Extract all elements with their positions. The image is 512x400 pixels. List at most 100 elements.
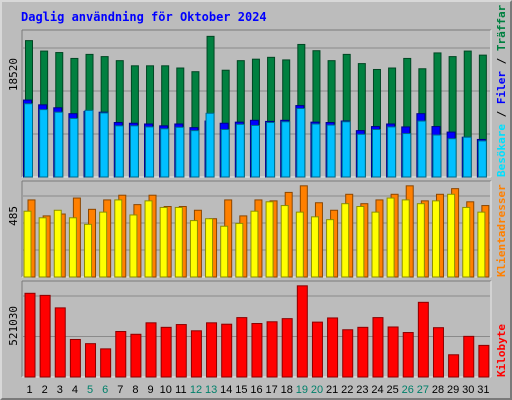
visitors2-bar-day-31 (477, 211, 486, 278)
visitors2-bar-day-13 (205, 218, 214, 278)
kilobyte-bar-day-2 (39, 294, 51, 378)
visitors-bar-day-14 (220, 129, 230, 178)
kilobyte-bar-day-1 (24, 292, 36, 378)
visitors2-bar-day-18 (280, 205, 289, 278)
kilobyte-bar-day-4 (69, 338, 81, 378)
visitors2-bar-day-1 (23, 210, 32, 278)
visitors-bar-day-17 (266, 122, 276, 178)
visitors-bar-day-25 (387, 126, 397, 178)
hits-y-tick: 18520 (7, 58, 20, 91)
visitors-bar-day-11 (175, 126, 185, 178)
kilobyte-bar-day-25 (387, 326, 399, 378)
visitors-bar-day-9 (145, 126, 155, 178)
visitors2-bar-day-19 (295, 211, 304, 278)
visitors-bar-day-29 (447, 138, 457, 178)
visitors2-bar-day-14 (220, 225, 229, 278)
chart-title: Daglig användning för Oktober 2024 (21, 10, 267, 24)
visitors-bar-day-28 (432, 134, 442, 178)
kilobyte-bar-day-18 (281, 318, 293, 378)
day-label-23: 23 (356, 384, 368, 396)
visitors2-bar-day-10 (159, 206, 168, 278)
kilobyte-bar-day-14 (221, 323, 233, 378)
day-label-9: 9 (148, 384, 154, 396)
day-label-20: 20 (311, 384, 323, 396)
legend-panel-2: Klientadresser (495, 184, 508, 277)
visitors-bar-day-30 (462, 136, 472, 178)
legend-panel-3: Kilobyte (495, 324, 508, 377)
visitors-bar-day-3 (54, 111, 64, 178)
visitors-bar-day-19 (296, 108, 306, 178)
kilobyte-bar-day-31 (478, 344, 490, 378)
visitors2-bar-day-30 (462, 206, 471, 278)
kilobyte-bar-day-6 (100, 348, 112, 378)
visitors2-bar-day-3 (53, 209, 62, 278)
day-label-5: 5 (87, 384, 93, 396)
kilobyte-bar-day-19 (296, 285, 308, 378)
day-label-21: 21 (326, 384, 338, 396)
day-label-7: 7 (117, 384, 123, 396)
day-label-12: 12 (190, 384, 202, 396)
visitors2-bar-day-15 (235, 222, 244, 278)
day-label-25: 25 (387, 384, 399, 396)
visitors-bar-day-10 (160, 128, 170, 178)
visitors2-bar-day-27 (416, 203, 425, 278)
addresses-y-tick: 485 (7, 206, 20, 226)
day-label-6: 6 (102, 384, 108, 396)
day-label-22: 22 (341, 384, 353, 396)
visitors-bar-day-16 (250, 124, 260, 178)
kilobyte-bar-day-26 (402, 332, 414, 378)
visitors2-bar-day-4 (68, 217, 77, 278)
kilobyte-panel (21, 280, 492, 378)
kilobyte-bar-day-3 (54, 307, 66, 378)
visitors2-bar-day-11 (174, 206, 183, 278)
visitors-bar-day-20 (311, 123, 321, 178)
day-label-29: 29 (447, 384, 459, 396)
visitors2-bar-day-2 (38, 217, 47, 278)
day-label-13: 13 (205, 384, 217, 396)
visitors2-bar-day-26 (401, 199, 410, 278)
legend-separator: / (495, 104, 508, 124)
visitors-bar-day-12 (190, 130, 200, 178)
day-label-8: 8 (132, 384, 138, 396)
kilobyte-bar-day-29 (448, 354, 460, 378)
day-label-1: 1 (27, 384, 33, 396)
visitors2-bar-day-6 (99, 211, 108, 278)
visitors2-bar-day-29 (447, 193, 456, 278)
visitors-bar-day-26 (402, 133, 412, 178)
visitors-bar-day-7 (114, 125, 124, 178)
day-label-31: 31 (477, 384, 489, 396)
visitors-bar-day-5 (84, 109, 94, 178)
kilobyte-bar-day-28 (432, 327, 444, 378)
day-label-27: 27 (417, 384, 429, 396)
kilobyte-bar-day-20 (311, 321, 323, 378)
kilobyte-y-tick: 521030 (7, 306, 20, 346)
visitors2-bar-day-7 (114, 199, 123, 278)
visitors-bar-day-1 (24, 103, 33, 178)
day-label-30: 30 (462, 384, 474, 396)
day-label-2: 2 (42, 384, 48, 396)
kilobyte-bar-day-5 (85, 343, 97, 378)
addresses-panel (21, 180, 492, 278)
visitors-bar-day-27 (417, 120, 427, 178)
visitors2-bar-day-8 (129, 214, 138, 278)
kilobyte-bar-day-30 (463, 335, 475, 378)
kilobyte-bar-day-8 (130, 333, 142, 378)
visitors2-bar-day-9 (144, 200, 153, 278)
legend-kilobyte: Kilobyte (495, 324, 508, 377)
day-label-18: 18 (281, 384, 293, 396)
kilobyte-bar-day-12 (190, 330, 202, 378)
visitors-bar-day-6 (99, 112, 109, 178)
day-label-26: 26 (402, 384, 414, 396)
kilobyte-bar-day-11 (175, 324, 187, 378)
visitors2-bar-day-21 (326, 219, 335, 278)
day-label-19: 19 (296, 384, 308, 396)
day-label-14: 14 (220, 384, 232, 396)
kilobyte-bar-day-21 (327, 317, 339, 378)
visitors-bar-day-22 (341, 121, 351, 178)
visitors-bar-day-13 (205, 112, 215, 178)
visitors-bar-day-8 (129, 125, 139, 178)
day-label-10: 10 (160, 384, 172, 396)
visitors2-bar-day-25 (386, 197, 395, 278)
kilobyte-bar-day-17 (266, 321, 278, 378)
